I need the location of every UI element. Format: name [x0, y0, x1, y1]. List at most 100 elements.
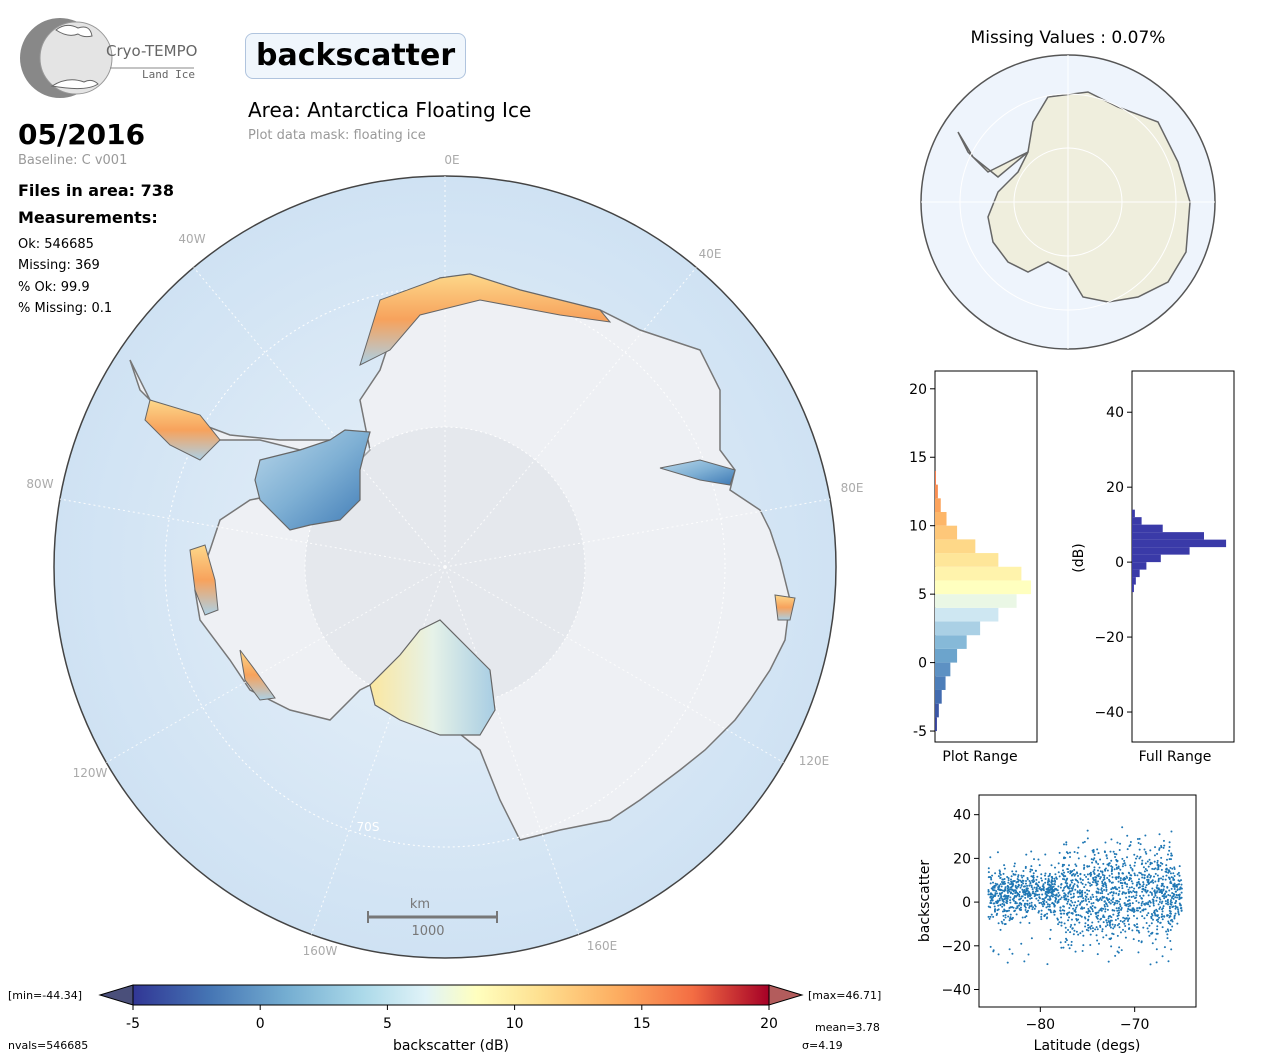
scatter-point	[1063, 886, 1066, 889]
scatter-point	[1067, 943, 1070, 946]
scatter-point	[1128, 895, 1131, 898]
scatter-point	[1144, 868, 1147, 871]
scatter-point	[1051, 883, 1054, 886]
scatter-point	[1127, 903, 1130, 906]
scatter-point	[1108, 937, 1111, 940]
scatter-point	[1169, 872, 1172, 875]
scatter-point	[1054, 873, 1057, 876]
scatter-point	[1168, 905, 1171, 908]
scatter-point	[1139, 843, 1142, 846]
scatter-point	[1091, 893, 1094, 896]
scatter-point	[1143, 874, 1146, 877]
scatter-point	[997, 953, 1000, 956]
scatter-point	[1028, 922, 1031, 925]
y-tick-label: 20	[1106, 480, 1124, 496]
scatter-point	[1113, 852, 1116, 855]
scatter-point	[1141, 888, 1144, 891]
scatter-point	[1071, 879, 1074, 882]
scatter-point	[1146, 914, 1149, 917]
scatter-point	[1081, 882, 1084, 885]
scatter-point	[1145, 852, 1148, 855]
scatter-point	[1070, 881, 1073, 884]
histogram-bar	[935, 717, 937, 732]
scatter-point	[1026, 899, 1029, 902]
scatter-point	[1091, 930, 1094, 933]
scatter-point	[1095, 898, 1098, 901]
scatter-point	[1070, 904, 1073, 907]
scatter-point	[1068, 947, 1071, 950]
scatter-point	[1012, 873, 1015, 876]
scatter-point	[1157, 903, 1160, 906]
scatter-point	[1022, 870, 1025, 873]
scatter-point	[1009, 901, 1012, 904]
scatter-point	[1153, 860, 1156, 863]
scatter-point	[1086, 873, 1089, 876]
scatter-point	[1103, 874, 1106, 877]
scatter-point	[1109, 891, 1112, 894]
scatter-point	[1113, 902, 1116, 905]
scatter-point	[1069, 851, 1072, 854]
scatter-point	[1110, 865, 1113, 868]
scatter-point	[1065, 879, 1068, 882]
scatter-point	[1096, 869, 1099, 872]
scatter-point	[1093, 906, 1096, 909]
scatter-point	[1074, 863, 1077, 866]
scatter-point	[1093, 866, 1096, 869]
scatter-point	[1116, 841, 1119, 844]
scatter-point	[1105, 884, 1108, 887]
scatter-point	[1123, 862, 1126, 865]
scatter-point	[1078, 889, 1081, 892]
meridian-line	[444, 566, 580, 935]
scatter-point	[1166, 899, 1169, 902]
y-tick-label: -5	[913, 724, 927, 740]
scatter-point	[1003, 890, 1006, 893]
scatter-point	[1102, 862, 1105, 865]
scatter-point	[1091, 927, 1094, 930]
scatter-point	[1095, 884, 1098, 887]
scatter-point	[1079, 932, 1082, 935]
scale-value: 1000	[411, 924, 444, 939]
scatter-point	[1117, 951, 1120, 954]
scatter-point	[1094, 876, 1097, 879]
scatter-point	[1166, 914, 1169, 917]
scatter-point	[1144, 886, 1147, 889]
scatter-point	[1044, 877, 1047, 880]
scatter-point	[1090, 906, 1093, 909]
scatter-point	[1178, 894, 1181, 897]
scatter-point	[1166, 928, 1169, 931]
scatter-point	[1119, 881, 1122, 884]
scatter-point	[1077, 895, 1080, 898]
scatter-point	[1051, 902, 1054, 905]
scatter-point	[1168, 907, 1171, 910]
scatter-point	[1103, 916, 1106, 919]
colorbar-min-label: [min=-44.34]	[8, 989, 82, 1002]
scatter-point	[1155, 891, 1158, 894]
scatter-point	[1175, 906, 1178, 909]
scatter-point	[1092, 881, 1095, 884]
scatter-point	[1066, 902, 1069, 905]
scatter-point	[1128, 872, 1131, 875]
scatter-point	[1116, 924, 1119, 927]
scatter-point	[1171, 892, 1174, 895]
scatter-point	[1180, 883, 1183, 886]
y-tick-label: 10	[909, 519, 927, 535]
scatter-point	[1035, 887, 1038, 890]
scatter-point	[1105, 919, 1108, 922]
scatter-point	[1057, 862, 1060, 865]
scatter-point	[1004, 923, 1007, 926]
histogram-bar	[1132, 517, 1142, 525]
scatter-point	[1041, 885, 1044, 888]
scatter-point	[1009, 883, 1012, 886]
scatter-point	[1011, 906, 1014, 909]
scatter-point	[1144, 903, 1147, 906]
scatter-point	[1162, 889, 1165, 892]
scatter-point	[1134, 874, 1137, 877]
scatter-point	[1132, 938, 1135, 941]
scatter-point	[1049, 928, 1052, 931]
scatter-point	[1081, 878, 1084, 881]
scatter-point	[1130, 886, 1133, 889]
scatter-point	[1115, 853, 1118, 856]
scatter-point	[1042, 889, 1045, 892]
scatter-point	[1041, 893, 1044, 896]
scatter-point	[1045, 894, 1048, 897]
